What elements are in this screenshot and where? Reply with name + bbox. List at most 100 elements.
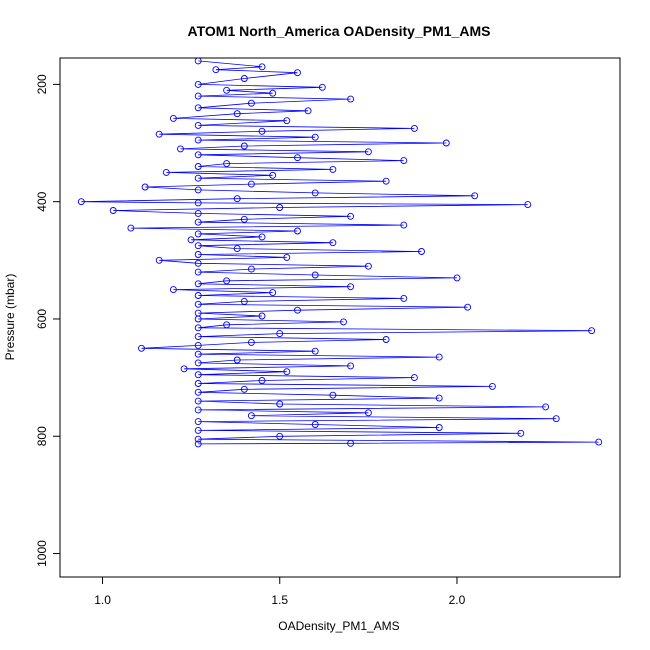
data-point bbox=[240, 215, 248, 223]
data-point bbox=[347, 283, 355, 291]
data-point bbox=[194, 426, 202, 434]
data-point bbox=[194, 230, 202, 238]
data-point bbox=[311, 347, 319, 355]
data-point bbox=[418, 248, 425, 255]
data-point bbox=[177, 145, 184, 153]
data-point bbox=[329, 165, 337, 173]
data-point bbox=[240, 297, 248, 305]
data-point bbox=[382, 336, 390, 343]
data-point bbox=[127, 224, 135, 232]
data-point bbox=[194, 58, 202, 65]
data-point bbox=[194, 151, 202, 159]
series-layer bbox=[77, 58, 603, 448]
data-point bbox=[364, 262, 372, 270]
data-point bbox=[435, 424, 443, 431]
data-point bbox=[194, 174, 202, 182]
data-point bbox=[517, 429, 525, 437]
data-point bbox=[329, 391, 337, 399]
y-axis-label: Pressure (mbar) bbox=[3, 274, 17, 361]
data-point bbox=[258, 63, 266, 71]
x-axis: 1.0 1.5 2.0 bbox=[94, 576, 466, 607]
data-point bbox=[258, 377, 266, 384]
x-tick-label: 1.5 bbox=[271, 593, 288, 607]
data-point bbox=[347, 362, 355, 370]
data-point bbox=[435, 353, 443, 361]
y-tick-label: 1000 bbox=[35, 540, 49, 567]
data-point bbox=[194, 136, 202, 144]
data-point bbox=[77, 198, 85, 206]
y-tick-label: 600 bbox=[35, 309, 49, 329]
data-point bbox=[194, 268, 202, 276]
data-point bbox=[304, 107, 312, 115]
data-point bbox=[269, 171, 277, 179]
data-point bbox=[194, 380, 202, 387]
data-point bbox=[364, 148, 372, 156]
data-point bbox=[294, 306, 301, 314]
data-point bbox=[162, 168, 170, 176]
data-point bbox=[194, 104, 202, 112]
data-point bbox=[194, 359, 202, 367]
data-point bbox=[194, 280, 202, 288]
data-point bbox=[269, 289, 277, 297]
data-point bbox=[283, 117, 291, 125]
data-point bbox=[194, 300, 202, 308]
data-point bbox=[194, 333, 202, 341]
data-point bbox=[258, 312, 266, 320]
data-point bbox=[212, 66, 220, 74]
x-tick-label: 1.0 bbox=[94, 593, 111, 607]
data-point bbox=[488, 382, 496, 390]
data-point bbox=[194, 186, 202, 194]
data-point bbox=[542, 403, 550, 411]
data-point bbox=[311, 133, 319, 141]
data-point bbox=[194, 259, 202, 267]
data-point bbox=[276, 204, 284, 211]
data-point bbox=[194, 292, 202, 299]
data-point bbox=[155, 130, 163, 138]
data-point bbox=[276, 432, 284, 440]
data-point bbox=[233, 356, 241, 364]
data-point bbox=[194, 218, 202, 226]
data-point bbox=[247, 412, 255, 420]
data-point bbox=[194, 350, 202, 358]
data-point bbox=[247, 99, 255, 107]
data-point bbox=[194, 388, 202, 396]
data-point bbox=[294, 154, 301, 162]
data-point bbox=[223, 160, 231, 168]
data-point bbox=[223, 277, 231, 285]
data-point bbox=[329, 239, 337, 247]
data-point bbox=[588, 327, 596, 335]
y-tick-label: 800 bbox=[35, 426, 49, 446]
y-tick-label: 200 bbox=[35, 74, 49, 94]
data-point bbox=[233, 195, 241, 203]
data-point bbox=[138, 344, 145, 352]
data-point bbox=[180, 365, 188, 373]
data-point bbox=[141, 183, 149, 191]
y-axis: 200 400 600 800 1000 bbox=[35, 74, 61, 567]
data-point bbox=[194, 121, 202, 129]
data-point bbox=[169, 286, 177, 294]
data-point bbox=[442, 139, 450, 147]
data-point bbox=[194, 163, 202, 170]
data-point bbox=[247, 180, 255, 188]
data-point bbox=[552, 415, 560, 423]
data-point bbox=[382, 177, 390, 185]
data-point bbox=[269, 89, 277, 97]
data-point bbox=[194, 341, 202, 349]
data-point bbox=[233, 245, 241, 253]
data-point bbox=[194, 242, 202, 250]
data-point bbox=[435, 394, 443, 402]
chart-title: ATOM1 North_America OADensity_PM1_AMS bbox=[188, 23, 491, 39]
data-point bbox=[276, 330, 284, 338]
data-point bbox=[194, 92, 202, 100]
data-point bbox=[347, 212, 355, 220]
data-point bbox=[347, 95, 355, 103]
data-point bbox=[283, 253, 291, 261]
data-point bbox=[410, 124, 418, 132]
data-point bbox=[233, 110, 241, 118]
data-point bbox=[400, 221, 408, 229]
data-point bbox=[194, 435, 202, 443]
data-point bbox=[400, 294, 408, 302]
data-point bbox=[169, 114, 177, 122]
data-point bbox=[311, 421, 319, 428]
